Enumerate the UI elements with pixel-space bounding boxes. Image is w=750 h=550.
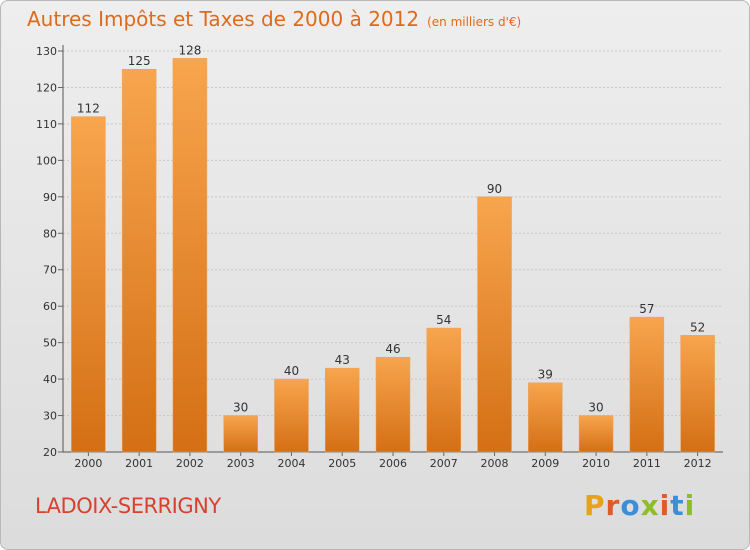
data-label: 90 bbox=[487, 182, 502, 196]
x-tick-label: 2009 bbox=[531, 457, 559, 470]
data-label: 128 bbox=[178, 43, 201, 57]
bar-2002 bbox=[172, 58, 208, 453]
bar-2003 bbox=[223, 415, 258, 453]
bar-2001 bbox=[121, 68, 157, 453]
y-tick-label: 60 bbox=[43, 300, 57, 313]
x-tick-label: 2004 bbox=[277, 457, 305, 470]
data-label: 43 bbox=[335, 353, 350, 367]
y-tick-label: 100 bbox=[36, 154, 57, 167]
bar-2009 bbox=[528, 382, 563, 453]
chart-subtitle: (en milliers d'€) bbox=[427, 15, 522, 29]
y-tick-label: 30 bbox=[43, 410, 57, 423]
bar-2000 bbox=[71, 116, 106, 453]
data-label: 46 bbox=[385, 342, 400, 356]
logo-letter: i bbox=[659, 489, 671, 522]
y-tick-label: 90 bbox=[43, 191, 57, 204]
y-tick-label: 120 bbox=[36, 81, 57, 94]
axes: 20 30 40 50 60 70 80 90 100 110 120 130 bbox=[36, 45, 723, 459]
bar-2005 bbox=[324, 367, 360, 453]
bar-2008 bbox=[477, 196, 512, 453]
data-label: 57 bbox=[639, 302, 654, 316]
x-tick-label: 2005 bbox=[328, 457, 356, 470]
chart-title-text: Autres Impôts et Taxes de 2000 à 2012 bbox=[27, 7, 420, 31]
y-tick-label: 110 bbox=[36, 118, 57, 131]
data-label: 30 bbox=[233, 401, 248, 415]
x-tick-label: 2000 bbox=[74, 457, 102, 470]
logo-letter: i bbox=[684, 489, 696, 522]
bars bbox=[71, 58, 715, 453]
y-tick-label: 40 bbox=[43, 373, 57, 386]
bar-2011 bbox=[629, 316, 665, 453]
data-label: 112 bbox=[77, 102, 100, 116]
y-tick-label: 130 bbox=[36, 45, 57, 58]
logo-letter: r bbox=[605, 489, 621, 522]
logo-letter: t bbox=[670, 489, 685, 522]
data-label: 125 bbox=[128, 54, 151, 68]
data-label: 54 bbox=[436, 313, 451, 327]
x-tick-label: 2011 bbox=[633, 457, 661, 470]
x-tick-label: 2003 bbox=[227, 457, 255, 470]
x-tick-label: 2006 bbox=[379, 457, 407, 470]
proxiti-logo[interactable]: Proxiti bbox=[584, 489, 695, 522]
logo-letter: P bbox=[584, 489, 606, 522]
x-tick-label: 2002 bbox=[176, 457, 204, 470]
city-name: LADOIX-SERRIGNY bbox=[35, 494, 221, 518]
bar-2006 bbox=[375, 356, 411, 453]
bar-2012 bbox=[680, 335, 715, 453]
x-tick-label: 2007 bbox=[430, 457, 458, 470]
x-tick-label: 2008 bbox=[481, 457, 509, 470]
y-tick-label: 50 bbox=[43, 337, 57, 350]
y-tick-label: 80 bbox=[43, 227, 57, 240]
bar-2010 bbox=[578, 415, 614, 453]
labels: 112 2000 125 2001 128 2002 30 2003 40 2004 43 2005 4… bbox=[74, 43, 711, 470]
data-label: 30 bbox=[588, 401, 603, 415]
data-label: 39 bbox=[538, 368, 553, 382]
bar-2004 bbox=[274, 378, 309, 453]
y-tick-label: 70 bbox=[43, 264, 57, 277]
logo-letter: x bbox=[640, 489, 660, 522]
y-tick-label: 20 bbox=[43, 446, 57, 459]
data-label: 52 bbox=[690, 320, 705, 334]
x-tick-label: 2010 bbox=[582, 457, 610, 470]
logo-letter: o bbox=[620, 489, 641, 522]
chart-title: Autres Impôts et Taxes de 2000 à 2012 (en… bbox=[27, 7, 521, 31]
x-tick-label: 2001 bbox=[125, 457, 153, 470]
x-tick-label: 2012 bbox=[684, 457, 712, 470]
data-label: 40 bbox=[284, 364, 299, 378]
bar-2007 bbox=[426, 327, 462, 453]
